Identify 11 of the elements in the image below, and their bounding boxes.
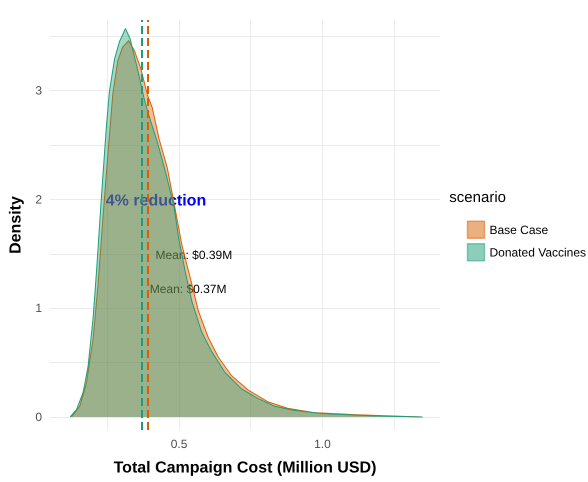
x-axis-title: Total Campaign Cost (Million USD) [114,460,376,476]
y-tick-label: 1 [35,301,42,316]
y-axis-title: Density [8,196,24,254]
x-tick-label: 1.0 [314,437,332,451]
y-tick-label: 2 [35,192,42,206]
y-tick-label: 3 [35,84,42,98]
legend-label: Base Case [489,222,549,237]
y-tick-label: 0 [35,410,42,424]
x-tick-label: 0.5 [170,437,188,451]
legend-label: Donated Vaccines [489,245,586,260]
legend-title: scenario [449,189,506,206]
